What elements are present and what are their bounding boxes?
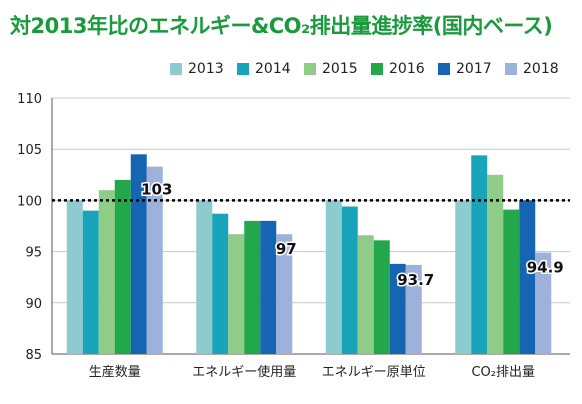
- bar-2014-3: [471, 155, 488, 354]
- y-tick-label: 100: [17, 194, 42, 209]
- bar-2014-0: [82, 210, 99, 354]
- bar-2014-1: [212, 213, 229, 354]
- bar-2015-2: [357, 235, 374, 354]
- legend-label: 2013: [188, 61, 224, 77]
- legend-item-2013: 2013: [170, 60, 224, 78]
- bar-2016-0: [114, 179, 131, 354]
- y-tick-label: 105: [17, 143, 42, 158]
- bar-2017-2: [389, 263, 406, 354]
- bar-2016-2: [373, 240, 390, 354]
- legend-swatch: [505, 63, 517, 75]
- bar-2013-0: [66, 200, 83, 354]
- legend-label: 2017: [456, 61, 492, 77]
- bar-2018-0: [146, 166, 163, 354]
- y-tick-label: 85: [25, 348, 42, 363]
- bar-2014-2: [341, 206, 358, 354]
- bar-2013-2: [325, 200, 342, 354]
- bar-2018-1: [276, 234, 293, 354]
- legend-item-2016: 2016: [371, 60, 425, 78]
- data-label: 103: [141, 181, 172, 199]
- legend: 2013 2014 2015 2016 2017 2018: [170, 60, 575, 78]
- x-tick-label: エネルギー原単位: [322, 364, 426, 380]
- legend-item-2014: 2014: [237, 60, 291, 78]
- legend-swatch: [371, 63, 383, 75]
- bar-2015-0: [98, 190, 115, 354]
- legend-label: 2015: [322, 61, 358, 77]
- y-tick-label: 90: [25, 297, 42, 312]
- legend-swatch: [438, 63, 450, 75]
- data-label: 97: [276, 240, 297, 258]
- x-tick-label: CO₂排出量: [471, 365, 535, 380]
- data-label: 93.7: [397, 271, 434, 289]
- bar-2016-3: [503, 209, 520, 354]
- bar-2013-3: [455, 200, 472, 354]
- bar-2015-3: [487, 174, 504, 354]
- legend-label: 2016: [389, 61, 425, 77]
- chart-title: 対2013年比のエネルギー&CO₂排出量進捗率(国内ベース): [10, 14, 553, 38]
- data-label: 94.9: [527, 259, 564, 277]
- legend-label: 2014: [255, 61, 291, 77]
- bar-2018-3: [535, 252, 552, 354]
- bar-2018-2: [405, 264, 422, 354]
- bar-2017-1: [260, 220, 277, 354]
- legend-item-2018: 2018: [505, 60, 559, 78]
- legend-item-2017: 2017: [438, 60, 492, 78]
- x-tick-label: エネルギー使用量: [192, 364, 296, 380]
- bar-2013-1: [196, 200, 213, 354]
- legend-swatch: [237, 63, 249, 75]
- y-tick-label: 110: [17, 92, 42, 107]
- legend-swatch: [304, 63, 316, 75]
- bar-2015-1: [228, 234, 245, 354]
- bar-2017-0: [130, 154, 147, 354]
- legend-label: 2018: [523, 61, 559, 77]
- legend-item-2015: 2015: [304, 60, 358, 78]
- bar-2017-3: [519, 200, 536, 354]
- x-tick-label: 生産数量: [89, 364, 141, 380]
- y-tick-label: 95: [25, 246, 42, 261]
- bar-2016-1: [244, 220, 261, 354]
- legend-swatch: [170, 63, 182, 75]
